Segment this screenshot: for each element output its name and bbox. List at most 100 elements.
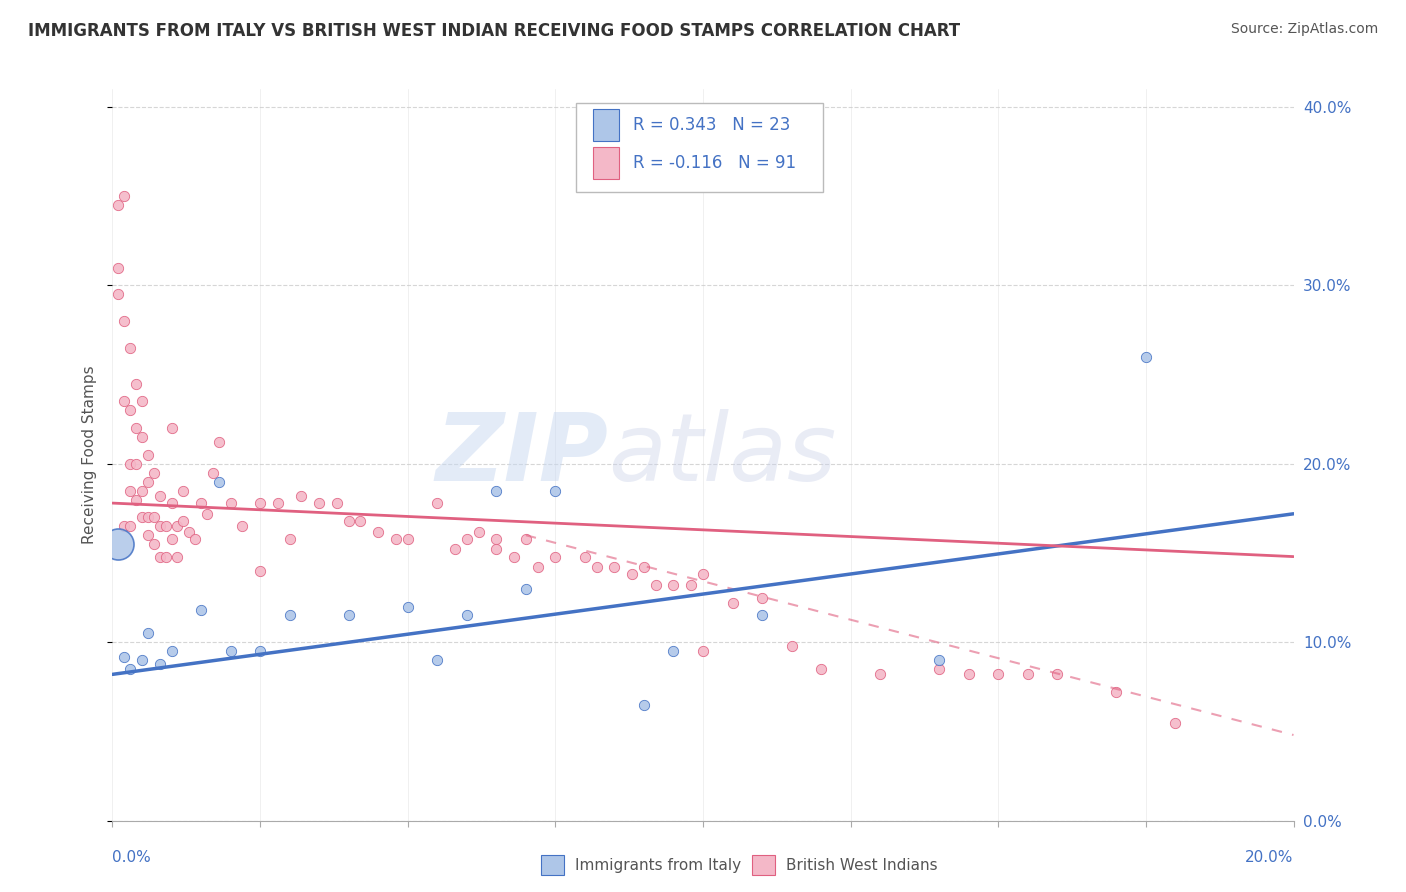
Point <box>184 532 207 546</box>
Point <box>1105 685 1128 699</box>
Text: IMMIGRANTS FROM ITALY VS BRITISH WEST INDIAN RECEIVING FOOD STAMPS CORRELATION C: IMMIGRANTS FROM ITALY VS BRITISH WEST IN… <box>28 22 960 40</box>
Point <box>644 578 666 592</box>
Point <box>485 542 508 557</box>
Point <box>149 549 172 564</box>
Point <box>544 483 567 498</box>
Point <box>621 567 644 582</box>
Point <box>662 644 685 658</box>
Point <box>166 519 188 533</box>
Point <box>633 560 655 574</box>
Y-axis label: Receiving Food Stamps: Receiving Food Stamps <box>82 366 97 544</box>
Point <box>142 510 165 524</box>
Point <box>308 496 330 510</box>
Point <box>662 578 685 592</box>
Point <box>1164 715 1187 730</box>
Point <box>515 582 537 596</box>
Point <box>208 435 231 450</box>
Point <box>107 260 129 275</box>
Point <box>780 639 803 653</box>
Point <box>928 662 950 676</box>
Point <box>987 667 1010 681</box>
Point <box>456 532 478 546</box>
Point <box>166 549 188 564</box>
Point <box>249 564 271 578</box>
Point <box>692 567 714 582</box>
Point <box>692 644 714 658</box>
Point <box>142 466 165 480</box>
Point <box>160 532 183 546</box>
Point <box>149 657 172 671</box>
Point <box>810 662 832 676</box>
Point <box>603 560 626 574</box>
Point <box>160 496 183 510</box>
Point <box>444 542 467 557</box>
Point <box>131 483 153 498</box>
Point <box>112 189 135 203</box>
Point <box>120 341 142 355</box>
Point <box>125 421 148 435</box>
Point <box>172 514 194 528</box>
Point <box>1135 350 1157 364</box>
Text: R = -0.116   N = 91: R = -0.116 N = 91 <box>633 154 796 172</box>
Point <box>485 532 508 546</box>
Point <box>681 578 703 592</box>
Point <box>267 496 290 510</box>
Point <box>231 519 253 533</box>
Point <box>120 662 142 676</box>
Point <box>125 492 148 507</box>
Point <box>142 537 165 551</box>
Point <box>1017 667 1039 681</box>
Point <box>426 496 449 510</box>
Point <box>326 496 349 510</box>
Point <box>219 644 242 658</box>
Point <box>1046 667 1069 681</box>
Point <box>290 489 312 503</box>
Text: 0.0%: 0.0% <box>112 850 152 865</box>
Point <box>396 532 419 546</box>
Point <box>249 644 271 658</box>
Point <box>131 510 153 524</box>
Point <box>396 599 419 614</box>
Point <box>515 532 537 546</box>
Point <box>485 483 508 498</box>
Point <box>112 649 135 664</box>
Point <box>160 644 183 658</box>
Point <box>426 653 449 667</box>
Text: British West Indians: British West Indians <box>786 858 938 872</box>
Point <box>120 519 142 533</box>
Point <box>107 198 129 212</box>
Text: Immigrants from Italy: Immigrants from Italy <box>575 858 741 872</box>
Point <box>385 532 408 546</box>
Point <box>456 608 478 623</box>
Point <box>131 430 153 444</box>
Point <box>160 421 183 435</box>
Point <box>503 549 526 564</box>
Point <box>526 560 548 574</box>
Text: Source: ZipAtlas.com: Source: ZipAtlas.com <box>1230 22 1378 37</box>
Point <box>278 608 301 623</box>
Point <box>869 667 891 681</box>
Point <box>337 514 360 528</box>
Text: R = 0.343   N = 23: R = 0.343 N = 23 <box>633 116 790 134</box>
Point <box>136 448 159 462</box>
Point <box>957 667 980 681</box>
Point <box>467 524 489 539</box>
Point <box>120 457 142 471</box>
Point <box>278 532 301 546</box>
Point <box>349 514 371 528</box>
Point <box>201 466 224 480</box>
Point <box>120 403 142 417</box>
Point <box>112 519 135 533</box>
Point <box>337 608 360 623</box>
Point <box>574 549 596 564</box>
Point <box>249 496 271 510</box>
Text: 20.0%: 20.0% <box>1246 850 1294 865</box>
Point <box>219 496 242 510</box>
Point <box>367 524 389 539</box>
Point <box>195 507 218 521</box>
Point <box>136 510 159 524</box>
Point <box>107 287 129 301</box>
Point <box>190 496 212 510</box>
Point <box>585 560 607 574</box>
Point <box>751 591 773 605</box>
